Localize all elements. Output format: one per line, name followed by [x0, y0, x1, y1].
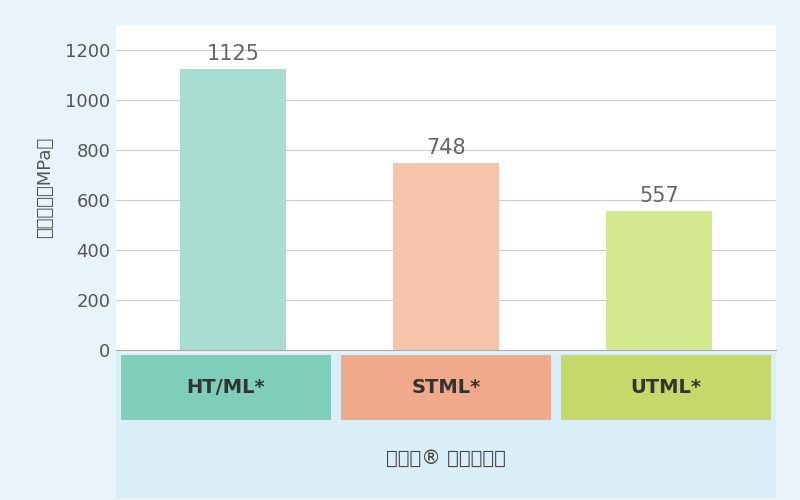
Text: 557: 557 [639, 186, 678, 206]
Text: 1125: 1125 [206, 44, 259, 64]
Text: UTML*: UTML* [630, 378, 702, 397]
Y-axis label: 曲げ強さ（MPa）: 曲げ強さ（MPa） [36, 137, 54, 238]
Text: HT/ML*: HT/ML* [186, 378, 266, 397]
Bar [180, 68, 286, 350]
Text: 748: 748 [426, 138, 466, 158]
Text: カタナ® ジルコニア: カタナ® ジルコニア [386, 449, 506, 468]
Bar [393, 163, 499, 350]
Bar [606, 211, 712, 350]
Text: STML*: STML* [411, 378, 481, 397]
